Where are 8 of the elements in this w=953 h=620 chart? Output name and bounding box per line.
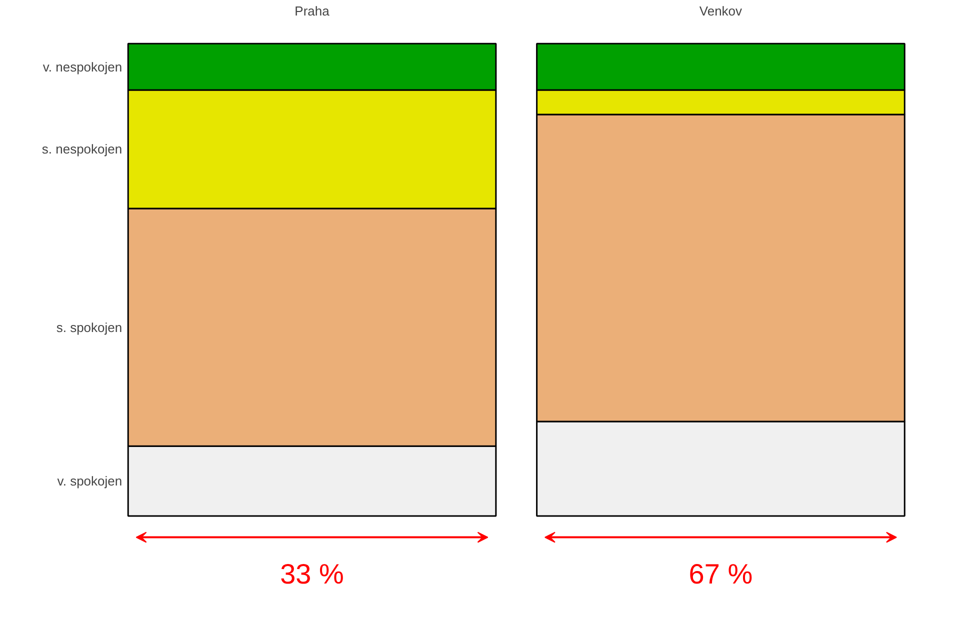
series-label: s. nespokojen bbox=[42, 142, 122, 157]
text: 67 % bbox=[688, 558, 753, 590]
x-tick-label: Venkov bbox=[699, 4, 743, 18]
text: 33 % bbox=[280, 558, 344, 590]
x-tick-label: Praha bbox=[294, 4, 330, 18]
series-label: v. nespokojen bbox=[42, 59, 122, 74]
series-label: s. spokojen bbox=[56, 320, 122, 335]
series-label: v. spokojen bbox=[57, 474, 122, 489]
